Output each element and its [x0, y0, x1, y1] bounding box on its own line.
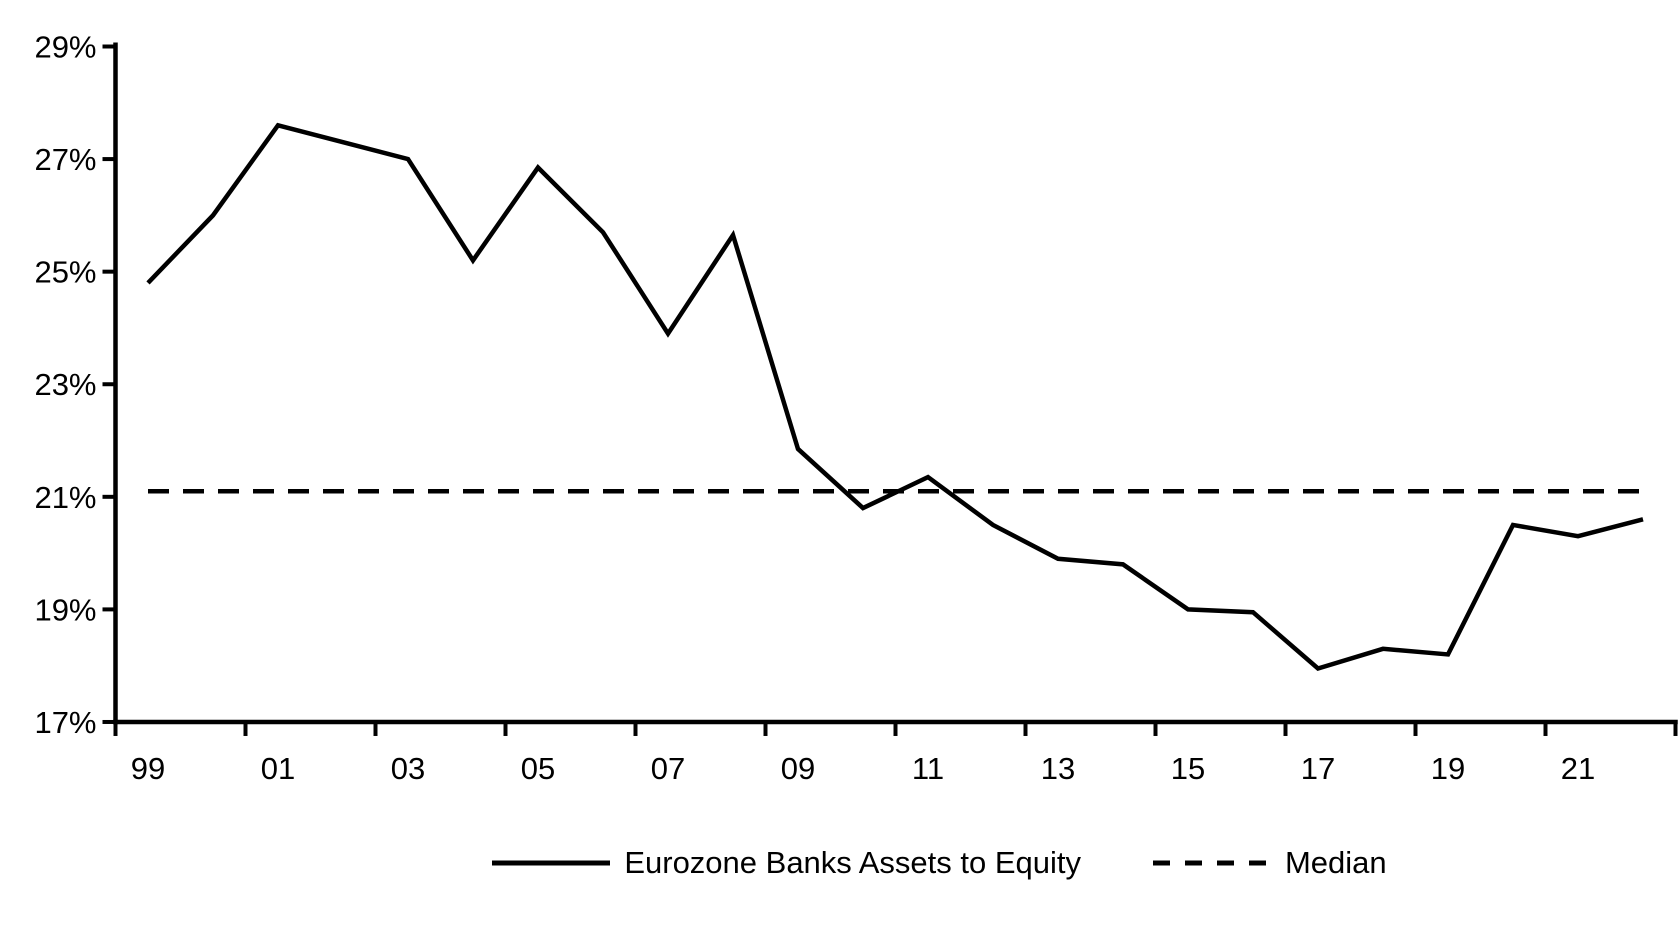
y-axis-label: 17% [34, 705, 96, 740]
x-axis-label: 15 [1171, 751, 1205, 786]
series-line [146, 122, 1644, 672]
dashed-line-sample-icon [1152, 860, 1271, 866]
x-axis-label: 09 [781, 751, 815, 786]
x-axis-label: 21 [1561, 751, 1595, 786]
x-axis-label: 99 [131, 751, 165, 786]
x-axis-label: 05 [521, 751, 555, 786]
x-axis-label: 13 [1041, 751, 1075, 786]
x-axis-label: 11 [912, 751, 944, 786]
x-axis-label: 03 [391, 751, 425, 786]
x-axis-label: 19 [1431, 751, 1465, 786]
y-axis-label: 23% [34, 367, 96, 402]
y-axis-label: 25% [34, 255, 96, 290]
y-axis-label: 21% [34, 480, 96, 515]
legend-item-series: Eurozone Banks Assets to Equity [492, 845, 1081, 881]
y-axis-label: 19% [34, 592, 96, 627]
y-axis-label: 29% [34, 30, 96, 65]
legend-label-series: Eurozone Banks Assets to Equity [624, 845, 1081, 880]
x-axis-label: 17 [1301, 751, 1335, 786]
y-axis-label: 27% [34, 142, 96, 177]
legend-label-median: Median [1284, 845, 1387, 880]
legend-item-median: Median [1152, 845, 1387, 881]
x-axis-label: 07 [651, 751, 685, 786]
x-axis-label: 01 [261, 751, 295, 786]
chart-legend: Eurozone Banks Assets to Equity Median [100, 845, 1679, 881]
solid-line-sample-icon [492, 860, 611, 866]
line-chart: 29% 27% 25% 23% 21% 19% 17% 99 01 03 05 07 09 11 13 15 1… [34, 30, 1678, 786]
